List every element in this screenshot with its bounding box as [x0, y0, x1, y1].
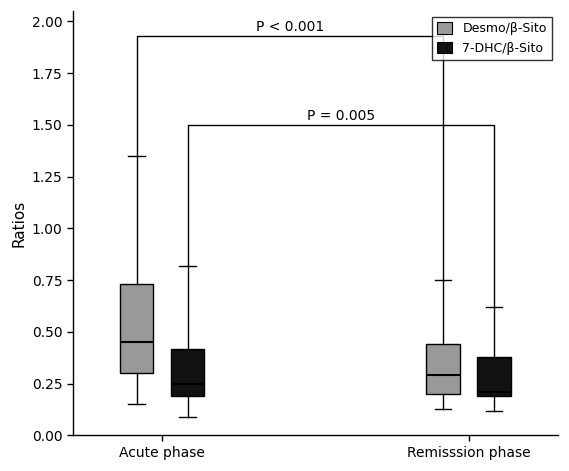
Text: P = 0.005: P = 0.005 [307, 109, 375, 123]
PathPatch shape [426, 344, 460, 394]
PathPatch shape [477, 357, 510, 396]
Text: P < 0.001: P < 0.001 [255, 20, 324, 34]
Y-axis label: Ratios: Ratios [11, 200, 26, 247]
Legend: Desmo/β-Sito, 7-DHC/β-Sito: Desmo/β-Sito, 7-DHC/β-Sito [432, 17, 551, 60]
PathPatch shape [120, 284, 153, 374]
PathPatch shape [171, 349, 204, 396]
